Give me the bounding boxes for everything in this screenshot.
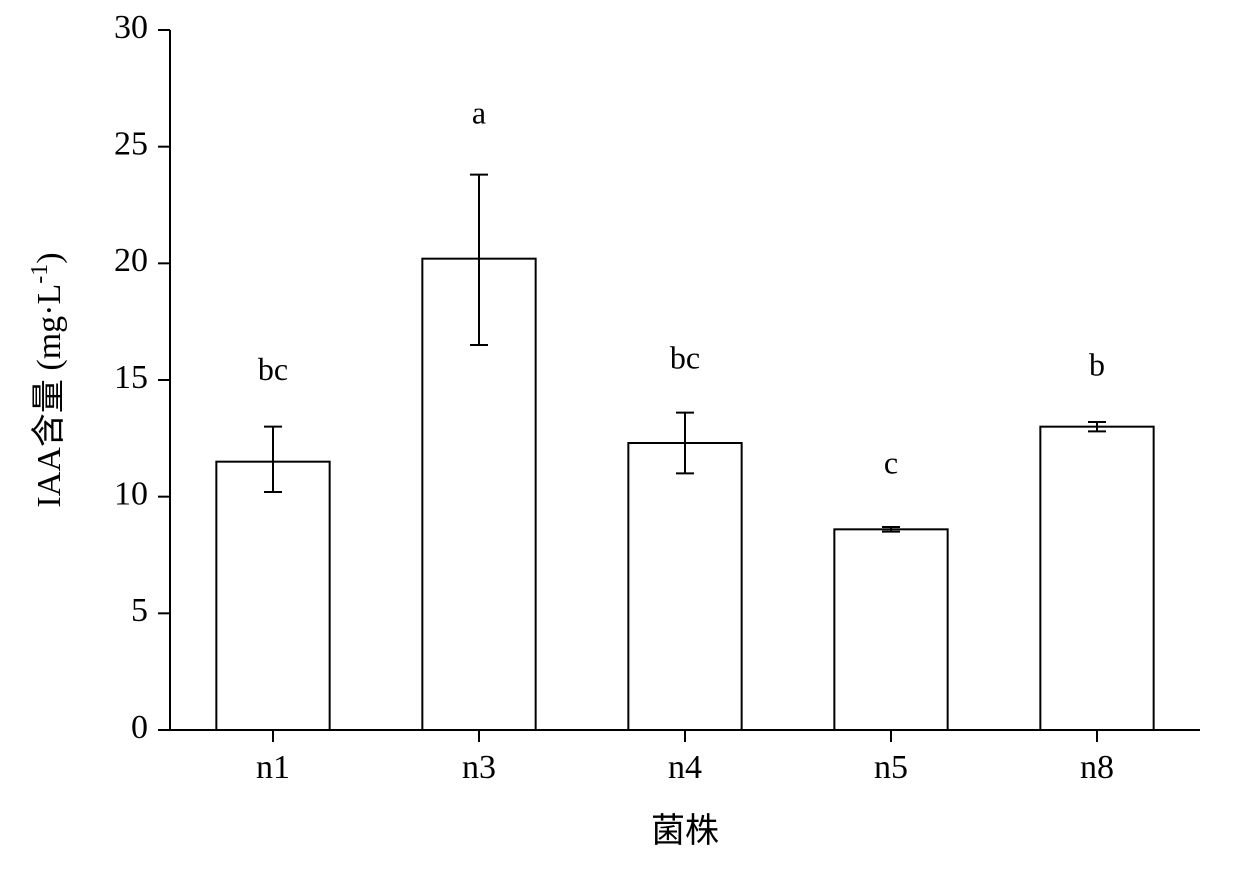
significance-label: b — [1089, 346, 1105, 382]
y-tick-label: 0 — [131, 709, 148, 746]
y-tick-label: 25 — [114, 125, 148, 162]
x-tick-label: n1 — [256, 749, 290, 786]
bar — [1040, 427, 1153, 730]
x-tick-label: n4 — [668, 749, 702, 786]
y-tick-label: 10 — [114, 475, 148, 512]
y-tick-label: 20 — [114, 242, 148, 279]
bar — [834, 529, 947, 730]
y-tick-label: 15 — [114, 359, 148, 396]
chart-container: bc a bc c b 0 5 10 15 20 25 30 n1 n3 n4 n5 n8 菌株 IAA含量 (mg… — [0, 0, 1239, 871]
y-tick-label: 5 — [131, 592, 148, 629]
bar-chart: bc a bc c b 0 5 10 15 20 25 30 n1 n3 n4 n5 n8 菌株 IAA含量 (mg… — [0, 0, 1239, 871]
bar — [628, 443, 741, 730]
significance-label: bc — [670, 339, 700, 375]
significance-label: c — [884, 444, 898, 480]
x-tick-label: n5 — [874, 749, 908, 786]
bar — [216, 462, 329, 730]
significance-label: a — [472, 94, 486, 130]
y-tick-label: 30 — [114, 9, 148, 46]
x-tick-label: n3 — [462, 749, 496, 786]
y-axis-label: IAA含量 (mg·L-1) — [27, 252, 68, 507]
x-axis-label: 菌株 — [651, 812, 719, 850]
x-tick-label: n8 — [1080, 749, 1114, 786]
significance-label: bc — [258, 351, 288, 387]
